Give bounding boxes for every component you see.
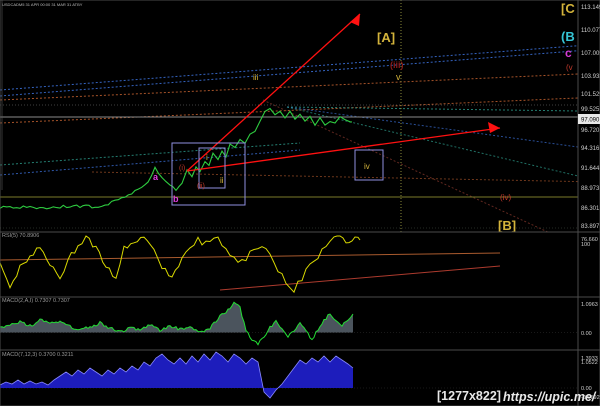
- svg-text:94.316: 94.316: [581, 146, 600, 152]
- svg-text:83.897: 83.897: [581, 224, 600, 230]
- svg-text:b: b: [173, 194, 179, 204]
- svg-text:https://upic.me/: https://upic.me/: [503, 390, 597, 404]
- svg-text:107.005: 107.005: [581, 51, 600, 57]
- svg-text:88.973: 88.973: [581, 186, 600, 192]
- svg-text:(B: (B: [561, 29, 575, 44]
- svg-text:99.525: 99.525: [581, 107, 600, 113]
- svg-text:(iii): (iii): [390, 60, 404, 70]
- svg-text:USDCADM5 31 APR 00:00 31 MAR: USDCADM5 31 APR 00:00 31 MAR 31 ATBY: [2, 2, 83, 7]
- svg-text:97.090: 97.090: [581, 118, 600, 124]
- svg-text:0.00: 0.00: [581, 331, 592, 337]
- svg-text:86.301: 86.301: [581, 206, 600, 212]
- svg-text:103.933: 103.933: [581, 74, 600, 80]
- svg-text:96.720: 96.720: [581, 128, 600, 134]
- svg-text:[1277x822]: [1277x822]: [437, 389, 501, 403]
- svg-text:(ii): (ii): [197, 183, 205, 190]
- svg-text:101.529: 101.529: [581, 92, 600, 98]
- svg-text:c: c: [565, 46, 572, 60]
- svg-text:iv: iv: [364, 162, 370, 171]
- svg-text:[A]: [A]: [377, 30, 395, 45]
- svg-text:RSI(5) 70.8906: RSI(5) 70.8906: [2, 233, 39, 239]
- svg-text:[B]: [B]: [498, 218, 516, 233]
- svg-text:1.0963: 1.0963: [581, 302, 598, 308]
- svg-text:110.077: 110.077: [581, 28, 600, 34]
- svg-text:(i): (i): [179, 165, 185, 172]
- svg-text:MACD(7,12,3) 0.3700 0.3211: MACD(7,12,3) 0.3700 0.3211: [2, 352, 73, 358]
- svg-text:[C: [C: [561, 1, 575, 16]
- svg-text:v: v: [396, 72, 401, 82]
- svg-text:MACD(2,A,I) 0.7307 0.7307: MACD(2,A,I) 0.7307 0.7307: [2, 298, 70, 304]
- svg-text:iii: iii: [253, 73, 259, 82]
- svg-text:(v: (v: [566, 63, 573, 72]
- svg-text:100: 100: [581, 242, 590, 248]
- svg-text:(iv): (iv): [500, 193, 511, 202]
- svg-text:i: i: [206, 153, 208, 162]
- svg-text:ii: ii: [220, 176, 224, 185]
- svg-text:113.149: 113.149: [581, 5, 600, 11]
- svg-text:1.0522: 1.0522: [581, 360, 598, 366]
- svg-text:91.644: 91.644: [581, 166, 600, 172]
